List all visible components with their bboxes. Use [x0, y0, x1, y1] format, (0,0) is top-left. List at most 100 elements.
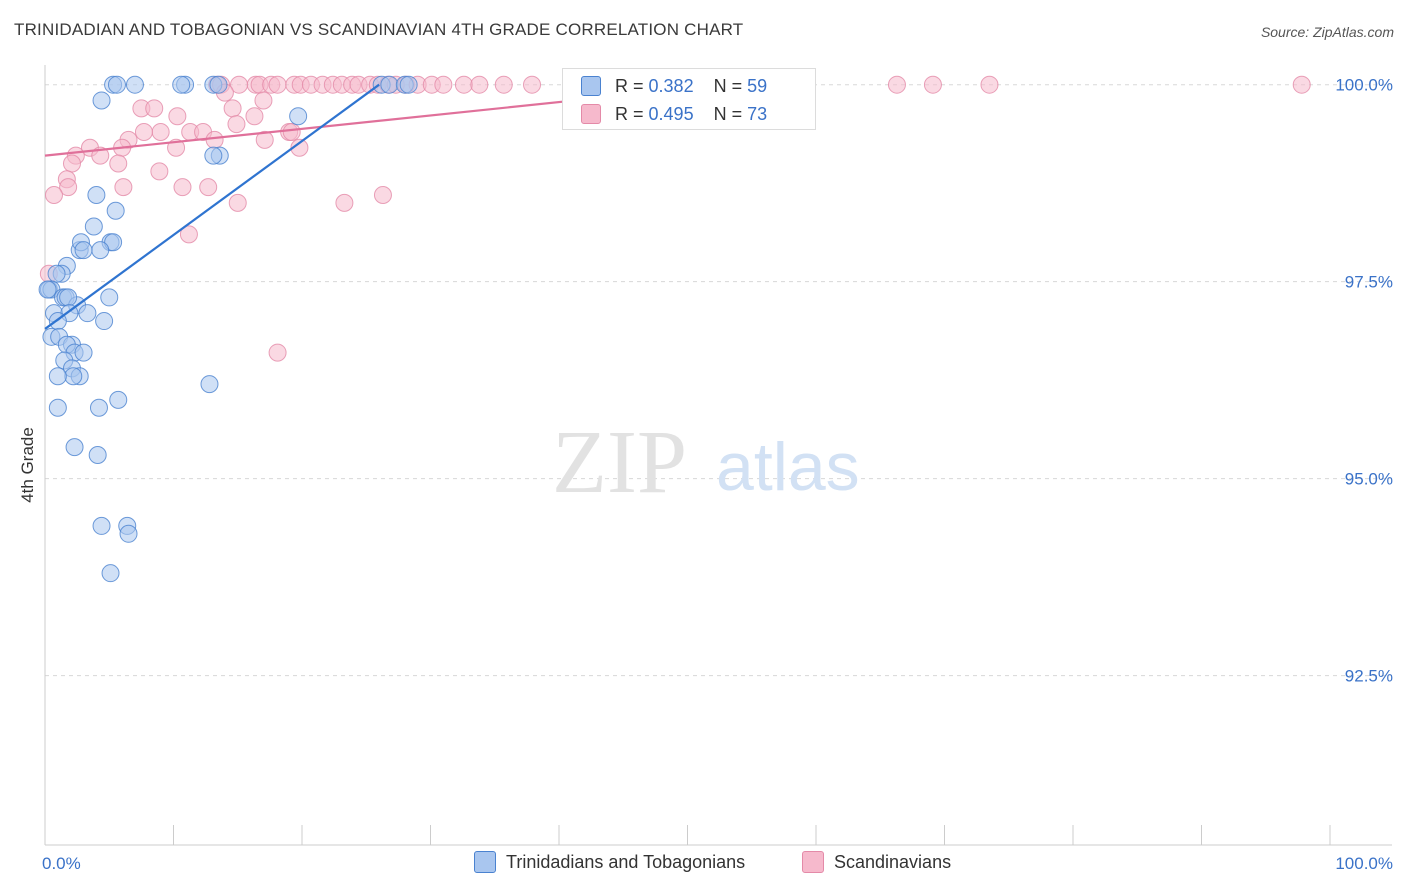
- trinidadian-point: [106, 201, 125, 220]
- trinidadian-points: [38, 75, 418, 583]
- y-tick-label: 95.0%: [1345, 470, 1393, 489]
- legend-item-scandinavians[interactable]: Scandinavians: [802, 851, 951, 873]
- scandinavian-point: [62, 154, 81, 173]
- trinidadian-point: [204, 146, 223, 165]
- trinidadian-point: [59, 288, 78, 307]
- trinidadian-point: [64, 367, 83, 386]
- scandinavian-point: [454, 75, 473, 94]
- x-tick-label: 0.0%: [42, 854, 81, 873]
- trinidadian-point: [209, 75, 228, 94]
- trinidadian-point: [74, 343, 93, 362]
- trinidadian-point: [109, 390, 128, 409]
- n-label: N =: [713, 75, 743, 96]
- scandinavian-point: [434, 75, 453, 94]
- scandinavian-point: [228, 193, 247, 212]
- watermark: ZIP atlas: [552, 413, 860, 512]
- legend-label-scandinavians: Scandinavians: [834, 851, 952, 872]
- scandinavian-point: [923, 75, 942, 94]
- trinidadian-point: [289, 107, 308, 126]
- trinidadian-point: [399, 75, 418, 94]
- scandinavian-point: [523, 75, 542, 94]
- trinidadian-point: [100, 288, 119, 307]
- blue-r-value: 0.382: [648, 75, 694, 96]
- trinidadian-point: [119, 524, 138, 543]
- blue-n-value: 59: [747, 75, 768, 96]
- pink-n-value: 73: [747, 103, 768, 124]
- scandinavian-point: [151, 122, 170, 141]
- scandinavian-point: [223, 99, 242, 118]
- y-axis-label: 4th Grade: [18, 427, 37, 503]
- scandinavian-point: [150, 162, 169, 181]
- trinidadian-point: [84, 217, 103, 236]
- trinidadian-point: [125, 75, 144, 94]
- grid-lines: [45, 84, 1392, 677]
- trinidadian-point: [74, 241, 93, 260]
- y-tick-label: 92.5%: [1345, 667, 1393, 686]
- trinidadian-point: [48, 367, 67, 386]
- scandinavian-point: [268, 75, 287, 94]
- trinidadian-point: [107, 75, 126, 94]
- stats-legend: R = 0.382 N = 59 R = 0.495 N = 73: [562, 68, 816, 130]
- watermark-atlas: atlas: [716, 429, 860, 505]
- scandinavian-point: [199, 178, 218, 197]
- trinidadian-trend-line: [44, 83, 380, 330]
- scandinavian-point: [335, 193, 354, 212]
- scandinavian-point: [268, 343, 287, 362]
- legend-label-trinidadians: Trinidadians and Tobagonians: [506, 851, 746, 872]
- r-label: R =: [615, 75, 644, 96]
- chart-title: TRINIDADIAN AND TOBAGONIAN VS SCANDINAVI…: [14, 20, 744, 39]
- stats-row-pink: R = 0.495 N = 73: [581, 100, 767, 128]
- scandinavian-point: [470, 75, 489, 94]
- blue-swatch: [581, 76, 601, 96]
- scandinavian-point: [109, 154, 128, 173]
- n-label: N =: [713, 103, 743, 124]
- scandinavian-point: [290, 138, 309, 157]
- scandinavian-point: [173, 178, 192, 197]
- scandinavian-point: [282, 122, 301, 141]
- x-tick-labels: 0.0% 100.0%: [42, 854, 1393, 873]
- legend-item-trinidadians[interactable]: Trinidadians and Tobagonians: [474, 851, 745, 873]
- y-tick-labels: 92.5% 95.0% 97.5% 100.0%: [1335, 76, 1393, 686]
- x-tick-label: 100.0%: [1335, 854, 1393, 873]
- legend-swatch-blue: [474, 851, 496, 873]
- trinidadian-point: [89, 398, 108, 417]
- trinidadian-point: [87, 186, 106, 204]
- scandinavian-point: [255, 130, 274, 149]
- trinidadian-point: [95, 312, 114, 331]
- trinidadian-point: [92, 91, 111, 110]
- trinidadian-point: [65, 438, 84, 457]
- scandinavian-point: [1292, 75, 1311, 94]
- r-label: R =: [615, 103, 644, 124]
- stats-row-blue: R = 0.382 N = 59: [581, 72, 767, 100]
- trinidadian-point: [47, 264, 66, 283]
- chart-source: Source: ZipAtlas.com: [1260, 24, 1394, 40]
- scandinavian-point: [114, 178, 133, 197]
- trinidadian-point: [38, 280, 57, 299]
- scandinavian-point: [59, 178, 78, 197]
- y-tick-label: 100.0%: [1335, 76, 1393, 95]
- trinidadian-point: [88, 446, 107, 464]
- scandinavian-point: [245, 107, 264, 126]
- scandinavian-point: [373, 186, 392, 204]
- bottom-legend: Trinidadians and Tobagonians Scandinavia…: [0, 851, 1406, 877]
- trinidadian-point: [91, 241, 110, 260]
- pink-r-value: 0.495: [648, 103, 694, 124]
- y-tick-label: 97.5%: [1345, 273, 1393, 292]
- axes: [44, 65, 1392, 846]
- trinidadian-point: [92, 516, 111, 535]
- scandinavian-point: [205, 130, 224, 149]
- scandinavian-point: [254, 91, 273, 110]
- scandinavian-point: [168, 107, 187, 126]
- scandinavian-point: [145, 99, 164, 118]
- trinidadian-point: [172, 75, 191, 94]
- scandinavian-point: [134, 122, 153, 141]
- trinidadian-point: [101, 564, 120, 583]
- legend-swatch-pink: [802, 851, 824, 873]
- watermark-zip: ZIP: [552, 413, 687, 512]
- pink-swatch: [581, 104, 601, 124]
- trinidadian-point: [78, 304, 97, 323]
- trinidadian-point: [48, 398, 67, 417]
- scandinavian-point: [179, 225, 198, 244]
- scandinavian-point: [887, 75, 906, 94]
- scandinavian-point: [980, 75, 999, 94]
